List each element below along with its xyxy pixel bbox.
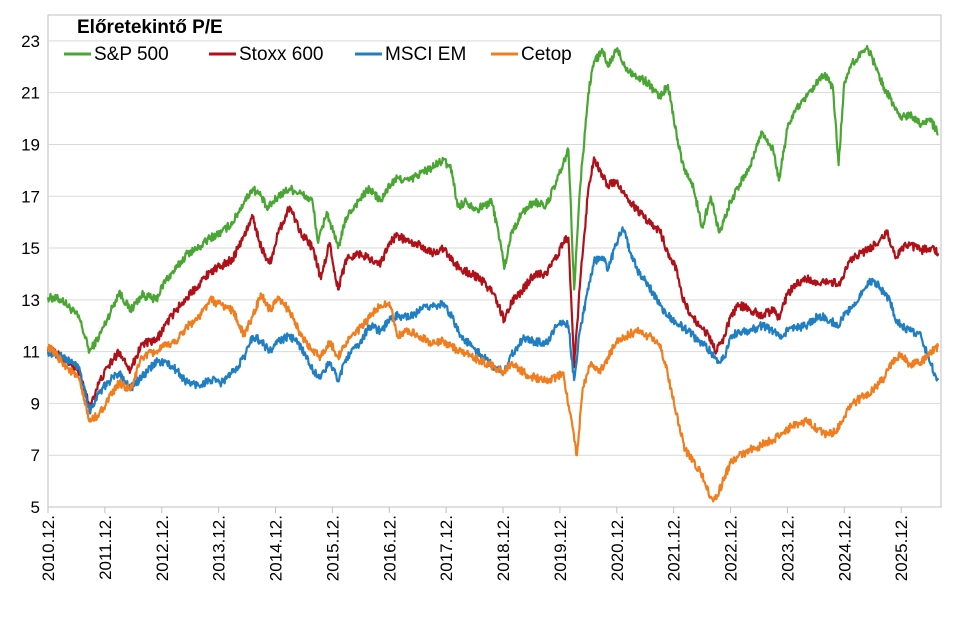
y-tick-label: 9 bbox=[31, 394, 40, 413]
x-tick-label: 2012.12. bbox=[153, 515, 172, 581]
y-tick-label: 21 bbox=[21, 84, 40, 103]
legend: S&P 500 Stoxx 600 MSCI EM Cetop bbox=[64, 44, 572, 65]
y-tick-label: 17 bbox=[21, 187, 40, 206]
legend-label: S&P 500 bbox=[94, 44, 169, 65]
y-axis-ticks: 5 7 9 11 13 15 17 19 21 23 bbox=[21, 32, 40, 517]
x-tick-label: 2018.12. bbox=[494, 515, 513, 581]
legend-label: Cetop bbox=[521, 44, 572, 65]
series-line-3 bbox=[46, 292, 940, 503]
series-line-0 bbox=[46, 45, 939, 354]
plot-area bbox=[47, 14, 942, 508]
legend-label: Stoxx 600 bbox=[239, 44, 324, 65]
y-tick-label: 11 bbox=[22, 343, 40, 362]
series-lines bbox=[46, 45, 940, 503]
y-tick-label: 19 bbox=[21, 135, 40, 154]
gridlines bbox=[48, 40, 941, 456]
x-tick-label: 2016.12. bbox=[380, 515, 399, 581]
x-tick-label: 2014.12. bbox=[267, 515, 286, 581]
x-axis-ticks: 2010.12. 2011.12. 2012.12. 2013.12. 2014.12.… bbox=[39, 507, 911, 581]
y-tick-label: 23 bbox=[21, 32, 40, 51]
x-tick-label: 2019.12. bbox=[551, 515, 570, 581]
y-tick-label: 13 bbox=[21, 291, 40, 310]
x-tick-label: 2015.12. bbox=[323, 515, 342, 581]
x-tick-label: 2010.12. bbox=[39, 515, 58, 581]
x-tick-label: 2023.12. bbox=[778, 515, 797, 581]
x-tick-label: 2020.12. bbox=[608, 515, 627, 581]
x-tick-label: 2022.12. bbox=[722, 515, 741, 581]
x-tick-label: 2013.12. bbox=[210, 515, 229, 581]
y-tick-label: 5 bbox=[31, 498, 40, 517]
y-tick-label: 15 bbox=[21, 239, 40, 258]
legend-label: MSCI EM bbox=[385, 44, 466, 65]
chart-title: Előretekintő P/E bbox=[77, 17, 223, 38]
x-tick-label: 2025.12. bbox=[892, 515, 911, 581]
x-tick-label: 2021.12. bbox=[665, 515, 684, 581]
x-tick-label: 2024.12. bbox=[835, 515, 854, 581]
x-tick-label: 2017.12. bbox=[437, 515, 456, 581]
y-tick-label: 7 bbox=[31, 446, 40, 465]
series-line-1 bbox=[46, 156, 940, 408]
x-tick-label: 2011.12. bbox=[96, 515, 115, 580]
